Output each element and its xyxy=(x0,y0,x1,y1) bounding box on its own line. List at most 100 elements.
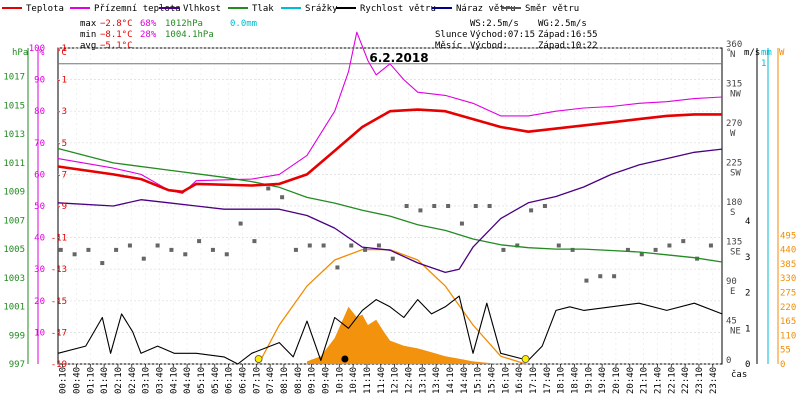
wind-direction-mark xyxy=(114,247,119,252)
legend-label: Vlhkost xyxy=(183,4,221,14)
wind-direction-mark xyxy=(266,186,271,191)
wind-direction-mark xyxy=(307,243,312,248)
x-tick-label: 22:40 xyxy=(681,367,691,394)
legend-label: Teplota xyxy=(26,4,64,14)
x-tick-label: 03:40 xyxy=(155,367,165,394)
series-line-vlhkost xyxy=(57,148,723,274)
x-tick-label: 01:10 xyxy=(86,367,96,394)
x-tick-label: 11:40 xyxy=(377,367,387,394)
wind-direction-mark xyxy=(598,274,603,279)
dir-tick-label: 180 xyxy=(726,198,742,208)
pct-tick-label: 30 xyxy=(34,265,45,275)
dir-axis-label: ° xyxy=(726,48,731,58)
x-tick-label: 14:10 xyxy=(446,367,456,394)
temp-tick-label: -1 xyxy=(56,76,67,86)
dir-tick-label: 90 xyxy=(726,277,737,287)
dir-tick-label: 135 xyxy=(726,238,742,248)
temp-tick-label: -17 xyxy=(51,328,67,338)
moonset-marker xyxy=(341,355,349,363)
wind-direction-mark xyxy=(58,247,63,252)
header: 6.2.2018 xyxy=(369,51,428,65)
radiation-area xyxy=(307,306,501,364)
sunset-marker xyxy=(521,355,530,363)
wind-direction-mark xyxy=(570,247,575,252)
x-tick-label: 01:40 xyxy=(100,367,110,394)
x-tick-label: 19:10 xyxy=(584,367,594,394)
dir-name-label: NW xyxy=(730,90,741,100)
dir-name-label: S xyxy=(730,208,735,218)
wind-direction-mark xyxy=(501,247,506,252)
x-tick-label: 13:10 xyxy=(418,367,428,394)
wind-direction-mark xyxy=(404,204,409,208)
sun-label: Slunce xyxy=(435,30,468,40)
wm2-tick-label: 0 xyxy=(780,360,785,370)
legend-label: Náraz větru xyxy=(456,4,516,14)
x-tick-label: 11:10 xyxy=(363,367,373,394)
hpa-tick-label: 1011 xyxy=(3,159,25,169)
pct-tick-label: 60 xyxy=(34,170,45,180)
wind-direction-mark xyxy=(155,243,160,248)
x-tick-label: 05:10 xyxy=(197,367,207,394)
dir-name-label: NE xyxy=(730,327,741,337)
stat-value: −5.1°C xyxy=(100,41,133,51)
hpa-tick-label: 1005 xyxy=(3,245,25,255)
legend: Teplota Přízemní teplota Vlhkost Tlak Srážky… xyxy=(2,4,579,14)
wm2-tick-label: 220 xyxy=(780,303,796,313)
wm2-tick-label: 385 xyxy=(780,260,796,270)
sun-markers xyxy=(254,355,530,363)
legend-label: Směr větru xyxy=(525,4,579,14)
x-axis-label: čas xyxy=(731,369,747,380)
wind-direction-mark xyxy=(183,252,188,257)
wm2-tick-label: 440 xyxy=(780,246,796,256)
wm2-tick-label: 165 xyxy=(780,317,796,327)
wind-direction-mark xyxy=(390,256,395,261)
wind-direction-mark xyxy=(708,243,713,248)
stats-panel: max −2.8°C 68% 1012hPa 0.0mm min −8.1°C 28% 1004… xyxy=(80,19,598,51)
dir-tick-label: 360 xyxy=(726,40,742,50)
wind-direction-mark xyxy=(335,265,340,270)
temp-axis-label: °C xyxy=(56,48,67,58)
x-tick-label: 22:10 xyxy=(667,367,677,394)
legend-label: Srážky xyxy=(305,4,338,14)
hpa-tick-label: 1013 xyxy=(3,130,25,140)
temp-tick-label: -11 xyxy=(51,234,67,244)
wm2-axis-label: W xyxy=(779,48,785,58)
wind-direction-mark xyxy=(681,239,686,244)
dir-tick-label: 0 xyxy=(726,356,731,366)
dir-name-label: W xyxy=(730,129,736,139)
hpa-tick-label: 1017 xyxy=(3,73,25,83)
x-tick-label: 21:10 xyxy=(640,367,650,394)
pct-tick-label: 50 xyxy=(34,202,45,212)
sunrise-marker xyxy=(254,355,263,363)
x-tick-label: 10:40 xyxy=(349,367,359,394)
hpa-tick-label: 999 xyxy=(9,331,25,341)
hpa-tick-label: 997 xyxy=(9,360,25,370)
wind-direction-mark xyxy=(639,252,644,257)
stat-value: 28% xyxy=(140,30,157,40)
pct-tick-label: 70 xyxy=(34,139,45,149)
pct-axis-label: % xyxy=(39,48,45,58)
ms-axis-label: m/s xyxy=(744,48,760,58)
stat-value: −2.8°C xyxy=(100,19,133,29)
pct-tick-label: 90 xyxy=(34,76,45,86)
x-tick-label: 20:10 xyxy=(612,367,622,394)
stat-value: 1012hPa xyxy=(165,19,203,29)
x-tick-label: 21:40 xyxy=(653,367,663,394)
x-tick-label: 17:10 xyxy=(529,367,539,394)
wind-direction-mark xyxy=(529,208,534,213)
wind-direction-mark xyxy=(584,278,589,283)
temp-tick-label: -9 xyxy=(56,202,67,212)
wind-direction-mark xyxy=(612,274,617,279)
x-tick-label: 04:10 xyxy=(169,367,179,394)
moon-rise: Východ: xyxy=(470,41,508,51)
x-tick-label: 04:40 xyxy=(183,367,193,394)
legend-label: Tlak xyxy=(252,4,274,14)
legend-label: Rychlost větru xyxy=(360,4,436,14)
wind-direction-mark xyxy=(127,243,132,248)
x-tick-label: 16:40 xyxy=(515,367,525,394)
x-tick-label: 10:10 xyxy=(335,367,345,394)
hpa-tick-label: 1009 xyxy=(3,188,25,198)
temp-tick-label: -3 xyxy=(56,107,67,117)
wind-direction-mark xyxy=(625,247,630,252)
